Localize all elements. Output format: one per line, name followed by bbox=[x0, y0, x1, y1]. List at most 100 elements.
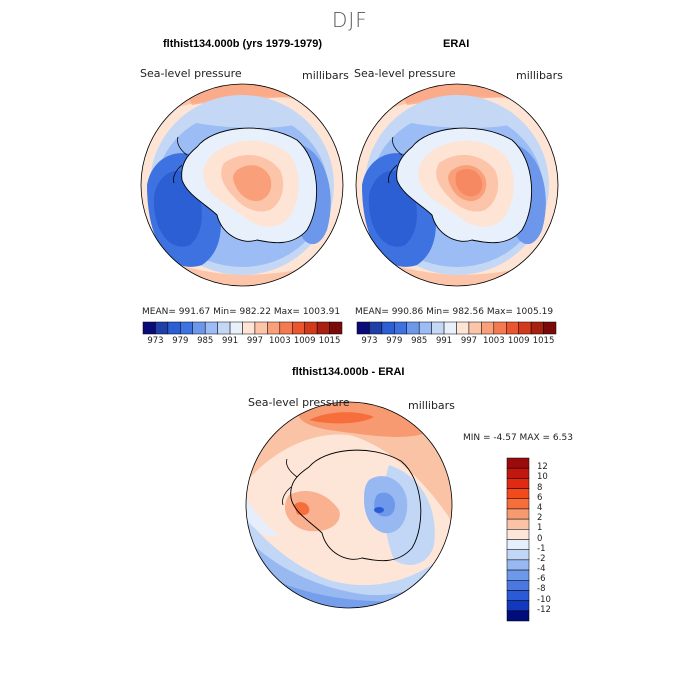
colorbar-panel2-swatch bbox=[394, 321, 407, 335]
panel2-field-label: Sea-level pressure bbox=[354, 67, 456, 80]
colorbar-diff-swatch bbox=[506, 457, 530, 469]
colorbar-panel1-swatch bbox=[267, 321, 281, 335]
colorbar-diff-swatch bbox=[506, 539, 530, 550]
colorbar-diff-swatch bbox=[506, 590, 530, 601]
colorbar-panel2-swatch bbox=[456, 321, 470, 335]
colorbar-diff-swatch bbox=[506, 549, 530, 561]
colorbar-panel2-tick-label: 979 bbox=[386, 336, 403, 346]
panel2-map bbox=[356, 84, 558, 286]
colorbar-diff-tick-label: -10 bbox=[537, 594, 551, 605]
colorbar-panel2-swatch bbox=[468, 321, 482, 335]
colorbar-diff-tick-label: -6 bbox=[537, 574, 546, 585]
colorbar-panel2-tick-label: 985 bbox=[411, 336, 428, 346]
colorbar-diff-tick-label: 2 bbox=[537, 513, 543, 524]
panel1-units-label: millibars bbox=[302, 69, 349, 82]
colorbar-panel2-swatch bbox=[431, 321, 445, 335]
colorbar-panel2-swatch bbox=[506, 321, 519, 335]
colorbar-panel2-swatch bbox=[518, 321, 532, 335]
panel1-stats: MEAN= 991.67 Min= 982.22 Max= 1003.91 bbox=[142, 307, 341, 317]
panel3-map-border bbox=[245, 401, 453, 609]
colorbar-panel1-swatch bbox=[142, 321, 156, 335]
colorbar-diff-swatch bbox=[506, 518, 530, 530]
colorbar-panel2-swatch bbox=[443, 321, 457, 335]
colorbar-diff-tick-label: 4 bbox=[537, 502, 543, 513]
colorbar-panel2-swatch bbox=[369, 321, 383, 335]
colorbar-panel1-tick-label: 979 bbox=[172, 336, 189, 346]
colorbar-panel1-tick-label: 1003 bbox=[268, 336, 291, 346]
colorbar-panel2-swatch bbox=[543, 321, 557, 335]
colorbar-panel1-swatch bbox=[204, 321, 218, 335]
colorbar-diff-tick-label: 0 bbox=[537, 533, 543, 544]
colorbar-diff-tick-label: 12 bbox=[537, 462, 548, 473]
colorbar-diff-swatch bbox=[506, 488, 530, 499]
panel2-title: ERAI bbox=[443, 38, 470, 50]
colorbar-panel1-swatch bbox=[316, 321, 330, 335]
colorbar-panel2-tick-label: 1015 bbox=[532, 336, 555, 346]
colorbar-panel1-swatch bbox=[242, 321, 256, 335]
panel2-map-border bbox=[355, 83, 559, 287]
colorbar-panel1-swatch bbox=[254, 321, 268, 335]
panel3-title: flthist134.000b - ERAI bbox=[292, 366, 405, 378]
colorbar-panel2-swatch bbox=[530, 321, 544, 335]
panel3-stats: MIN = -4.57 MAX = 6.53 bbox=[463, 433, 573, 443]
colorbar-panel1-swatch bbox=[329, 321, 343, 335]
colorbar-panel1-swatch bbox=[155, 321, 169, 335]
colorbar-diff-tick-label: 8 bbox=[537, 482, 543, 493]
colorbar-panel2-swatch bbox=[418, 321, 432, 335]
colorbar-panel2-swatch bbox=[493, 321, 507, 335]
colorbar-diff bbox=[506, 457, 530, 622]
colorbar-panel2 bbox=[356, 321, 557, 335]
colorbar-panel1-swatch bbox=[192, 321, 206, 335]
colorbar-panel1-swatch bbox=[217, 321, 231, 335]
colorbar-diff-tick-label: -4 bbox=[537, 564, 546, 575]
panel2-stats: MEAN= 990.86 Min= 982.56 Max= 1005.19 bbox=[355, 307, 554, 317]
colorbar-diff-swatch bbox=[506, 467, 530, 479]
colorbar-diff-tick-label: -1 bbox=[537, 543, 546, 554]
colorbar-panel1 bbox=[142, 321, 343, 335]
colorbar-panel1-swatch bbox=[279, 321, 293, 335]
colorbar-diff-tick-label: -2 bbox=[537, 553, 546, 564]
colorbar-diff-swatch bbox=[506, 569, 530, 581]
colorbar-diff-swatch bbox=[506, 559, 530, 571]
colorbar-panel1-tick-label: 997 bbox=[246, 336, 264, 346]
colorbar-panel2-swatch bbox=[356, 321, 370, 335]
colorbar-panel1-tick-label: 1015 bbox=[318, 336, 341, 346]
colorbar-panel2-tick-label: 997 bbox=[460, 336, 478, 346]
colorbar-panel1-swatch bbox=[304, 321, 318, 335]
panel1-map bbox=[141, 84, 343, 286]
colorbar-diff-swatch bbox=[506, 600, 530, 612]
colorbar-diff-swatch bbox=[506, 529, 530, 540]
colorbar-panel1-tick-label: 973 bbox=[147, 336, 164, 346]
colorbar-panel2-swatch bbox=[381, 321, 395, 335]
colorbar-panel1-tick-label: 1009 bbox=[293, 336, 316, 346]
colorbar-diff-tick-label: -12 bbox=[537, 604, 551, 615]
colorbar-diff-tick-label: 1 bbox=[537, 523, 543, 534]
colorbar-panel1-tick-label: 985 bbox=[197, 336, 214, 346]
colorbar-panel1-swatch bbox=[292, 321, 305, 335]
colorbar-panel2-tick-label: 1009 bbox=[507, 336, 530, 346]
panel2-units-label: millibars bbox=[516, 69, 563, 82]
colorbar-panel1-tick-label: 991 bbox=[221, 336, 239, 346]
panel3-field-label: Sea-level pressure bbox=[248, 396, 350, 409]
panel3-units-label: millibars bbox=[408, 399, 455, 412]
colorbar-panel2-tick-label: 991 bbox=[435, 336, 453, 346]
colorbar-diff-tick-label: 6 bbox=[537, 492, 543, 503]
panel1-title: flthist134.000b (yrs 1979-1979) bbox=[163, 38, 322, 50]
colorbar-panel1-swatch bbox=[229, 321, 243, 335]
colorbar-diff-swatch bbox=[506, 508, 530, 520]
panel1-map-border bbox=[140, 83, 344, 287]
colorbar-panel2-swatch bbox=[481, 321, 495, 335]
panel1-field-label: Sea-level pressure bbox=[140, 67, 242, 80]
colorbar-diff-swatch bbox=[506, 478, 530, 489]
colorbar-panel2-tick-label: 973 bbox=[361, 336, 378, 346]
colorbar-panel2-swatch bbox=[406, 321, 420, 335]
colorbar-diff-swatch bbox=[506, 580, 530, 591]
colorbar-panel1-swatch bbox=[180, 321, 193, 335]
colorbar-diff-tick-label: 10 bbox=[537, 472, 548, 483]
panel3-map bbox=[246, 402, 452, 608]
colorbar-diff-swatch bbox=[506, 610, 530, 622]
colorbar-panel1-swatch bbox=[167, 321, 181, 335]
colorbar-diff-swatch bbox=[506, 498, 530, 510]
